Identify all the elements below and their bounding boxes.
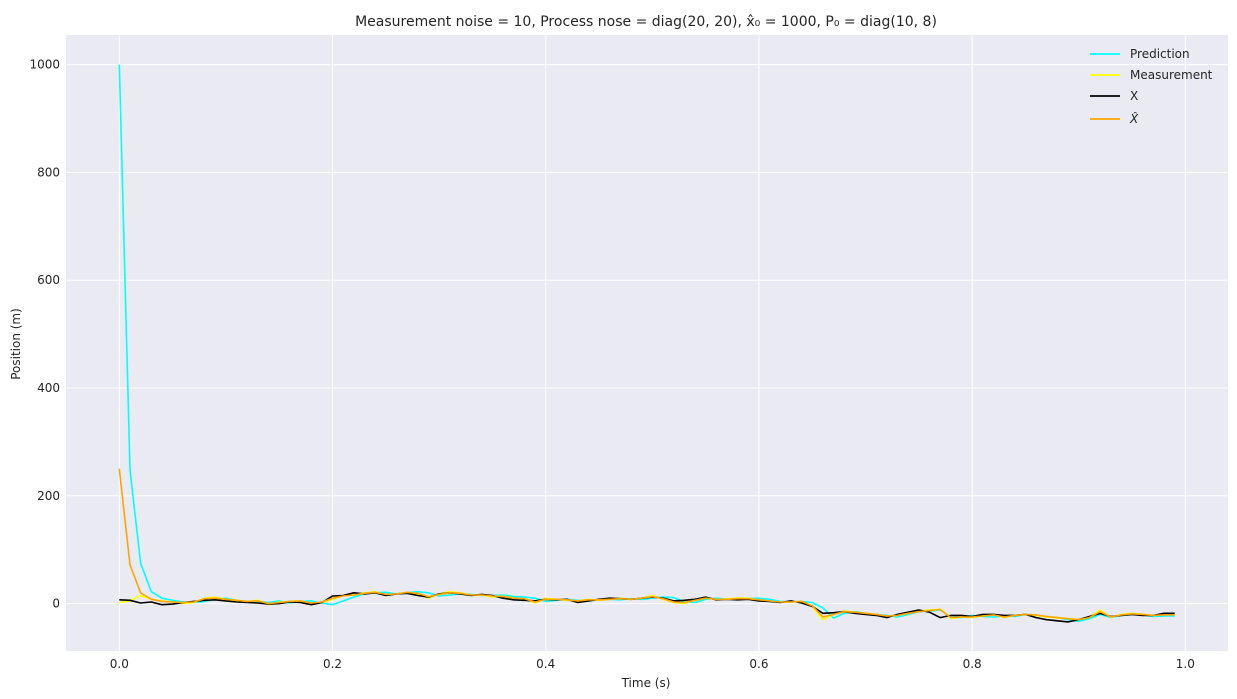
y-tick-label: 1000 [29,58,60,72]
legend: Prediction Measurement X X̂ [1090,47,1213,126]
y-tick-label: 0 [52,597,60,611]
x-tick-label: 1.0 [1176,657,1195,671]
y-tick-label: 800 [37,165,60,179]
series-lines [118,64,1175,623]
y-tick-label: 400 [37,381,60,395]
plot-area [66,35,1228,651]
legend-label: Measurement [1130,68,1213,82]
x-tick-label: 0.8 [963,657,982,671]
y-tick-label: 600 [37,273,60,287]
x-tick-label: 0.2 [323,657,342,671]
series-line-x-hat [118,468,1175,621]
y-tick-label: 200 [37,489,60,503]
x-tick-label: 0.4 [536,657,555,671]
legend-label: X [1130,89,1138,103]
legend-label: X̂ [1129,112,1139,126]
x-tick-label: 0.6 [749,657,768,671]
x-axis-ticks: 0.0 0.2 0.4 0.6 0.8 1.0 [110,657,1195,671]
x-axis-label: Time (s) [621,676,671,690]
legend-label: Prediction [1130,47,1190,61]
y-axis-label: Position (m) [9,308,23,380]
chart-title: Measurement noise = 10, Process nose = d… [355,14,937,30]
y-axis-ticks: 0 200 400 600 800 1000 [29,58,60,611]
x-tick-label: 0.0 [110,657,129,671]
